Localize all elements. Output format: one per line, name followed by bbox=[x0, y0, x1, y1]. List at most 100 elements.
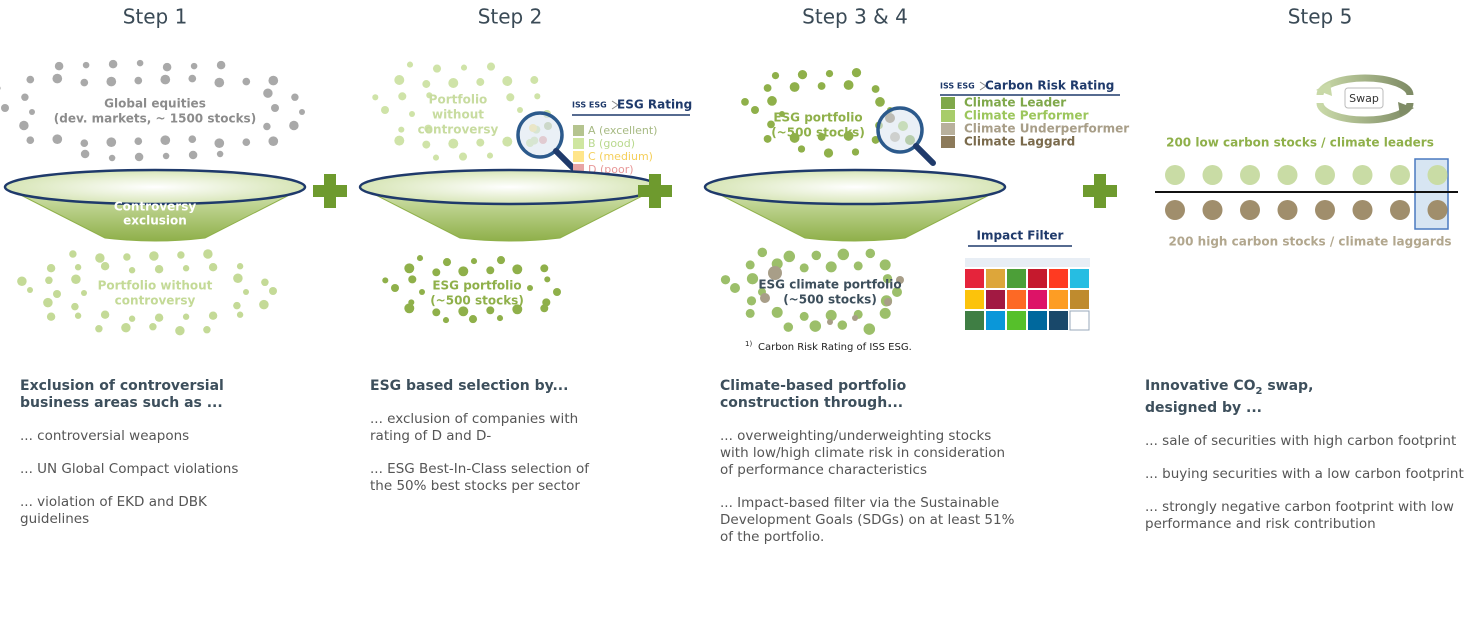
dot bbox=[461, 65, 467, 71]
bottom-label: ESG climate portfolio bbox=[758, 278, 901, 292]
dot bbox=[527, 285, 533, 291]
rating-title: ESG Rating bbox=[617, 98, 692, 112]
step-item: ... buying securities with a low carbon … bbox=[1145, 466, 1465, 483]
dot bbox=[289, 121, 298, 130]
dot bbox=[800, 263, 809, 272]
funnel-rim bbox=[360, 170, 660, 204]
impact-filter-title: Impact Filter bbox=[977, 229, 1064, 243]
dot bbox=[880, 308, 891, 319]
dot bbox=[394, 75, 404, 85]
low-carbon-stock bbox=[1278, 165, 1298, 185]
high-carbon-stock bbox=[1203, 200, 1223, 220]
dot bbox=[47, 264, 55, 272]
dot bbox=[407, 62, 413, 68]
dot bbox=[810, 320, 822, 332]
dot bbox=[827, 319, 833, 325]
dot bbox=[398, 92, 406, 100]
dot bbox=[55, 62, 64, 71]
dot bbox=[838, 320, 848, 330]
dot bbox=[432, 308, 440, 316]
step-item: ... ESG Best-In-Class selection of the 5… bbox=[370, 461, 615, 495]
dot bbox=[502, 76, 512, 86]
dot bbox=[183, 265, 189, 271]
dot bbox=[530, 76, 538, 84]
dot bbox=[71, 275, 81, 285]
step-heading: Exclusion of controversialbusiness areas… bbox=[20, 378, 265, 412]
heading-text: swap, bbox=[1262, 378, 1313, 394]
dot bbox=[844, 80, 854, 90]
step-title: Step 2 bbox=[478, 5, 543, 29]
dot bbox=[497, 256, 505, 264]
dot bbox=[121, 323, 130, 332]
legend-label: C (medium) bbox=[588, 150, 653, 163]
sdg-icon bbox=[1070, 311, 1089, 330]
dot bbox=[433, 155, 439, 161]
dot bbox=[826, 310, 837, 321]
funnel-label: exclusion bbox=[123, 214, 187, 228]
dot bbox=[751, 106, 759, 114]
sdg-header bbox=[965, 258, 1090, 267]
dot bbox=[155, 265, 163, 273]
dot bbox=[109, 60, 118, 69]
dot bbox=[242, 78, 250, 86]
top-label: 200 low carbon stocks / climate leaders bbox=[1166, 136, 1434, 150]
low-carbon-stock bbox=[1165, 165, 1185, 185]
low-carbon-stock bbox=[1315, 165, 1335, 185]
heading-line: ESG based selection by... bbox=[370, 378, 615, 395]
sdg-icon bbox=[1028, 311, 1047, 330]
dot bbox=[497, 315, 503, 321]
dot bbox=[404, 263, 414, 273]
legend-swatch bbox=[573, 125, 584, 136]
dot bbox=[155, 314, 163, 322]
dot bbox=[217, 61, 226, 70]
dot bbox=[137, 60, 144, 67]
dot bbox=[381, 106, 389, 114]
dot bbox=[0, 85, 1, 90]
sdg-icon bbox=[965, 269, 984, 288]
dot bbox=[81, 290, 87, 296]
dot bbox=[471, 258, 477, 264]
sdg-icon bbox=[1049, 311, 1068, 330]
dot bbox=[391, 284, 399, 292]
dot bbox=[243, 289, 249, 295]
dot bbox=[52, 134, 62, 144]
dot bbox=[134, 137, 142, 145]
magnifier-handle bbox=[556, 151, 573, 168]
dot bbox=[553, 288, 561, 296]
legend-swatch bbox=[941, 110, 955, 122]
dot bbox=[47, 313, 55, 321]
legend-swatch bbox=[573, 151, 584, 162]
dot bbox=[502, 137, 512, 147]
dot bbox=[417, 255, 423, 261]
dot bbox=[268, 136, 278, 146]
step-item: ... violation of EKD and DBK guidelines bbox=[20, 494, 265, 528]
high-carbon-stock bbox=[1278, 200, 1298, 220]
high-carbon-stock bbox=[1353, 200, 1373, 220]
dot bbox=[422, 80, 430, 88]
step-item: ... controversial weapons bbox=[20, 428, 265, 445]
legend-label: A (excellent) bbox=[588, 124, 657, 137]
top-label: (~500 stocks) bbox=[771, 126, 865, 140]
dot bbox=[800, 312, 809, 321]
heading-text: Innovative CO bbox=[1145, 378, 1256, 394]
low-carbon-stock bbox=[1428, 165, 1448, 185]
dot bbox=[486, 266, 494, 274]
step-item: ... UN Global Compact violations bbox=[20, 461, 265, 478]
dot bbox=[448, 78, 458, 88]
dot bbox=[19, 121, 28, 130]
dot bbox=[741, 98, 749, 106]
low-carbon-stock bbox=[1203, 165, 1223, 185]
dot bbox=[214, 78, 224, 88]
dot bbox=[884, 298, 892, 306]
step-column: Exclusion of controversialbusiness areas… bbox=[20, 378, 265, 544]
dot bbox=[261, 279, 269, 287]
dot bbox=[448, 139, 458, 149]
sdg-icon bbox=[965, 290, 984, 309]
dot bbox=[237, 263, 243, 269]
legend-swatch bbox=[573, 138, 584, 149]
bottom-label: controversy bbox=[115, 294, 196, 308]
legend-label: Climate Laggard bbox=[964, 135, 1075, 149]
dot bbox=[812, 251, 822, 261]
dot bbox=[432, 268, 440, 276]
legend-swatch bbox=[941, 136, 955, 148]
